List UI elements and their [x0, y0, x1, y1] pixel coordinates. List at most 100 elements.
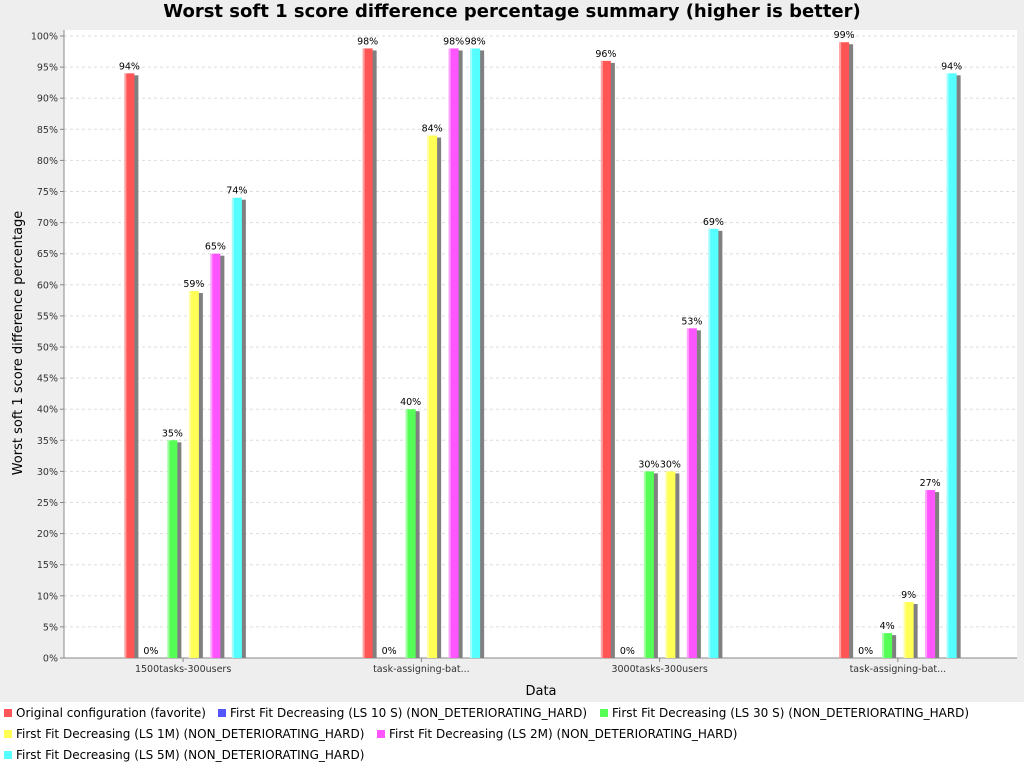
bar	[470, 48, 481, 658]
data-label: 27%	[920, 478, 941, 489]
data-label: 98%	[443, 36, 464, 47]
bar	[124, 73, 135, 658]
legend-item: First Fit Decreasing (LS 1M) (NON_DETERI…	[4, 726, 364, 742]
bar	[600, 60, 611, 658]
data-label: 99%	[834, 30, 855, 41]
bar	[686, 328, 697, 658]
data-label: 96%	[595, 49, 616, 60]
data-label: 30%	[638, 459, 659, 470]
bar-highlight	[686, 328, 689, 658]
bars: 94%0%35%59%65%74%98%0%40%84%98% 98%96%0%3…	[119, 30, 962, 659]
y-tick-label: 75%	[37, 187, 58, 198]
data-label: 94%	[119, 61, 140, 72]
y-tick-label: 85%	[37, 125, 58, 136]
y-tick-label: 95%	[37, 63, 58, 74]
plot-area	[64, 30, 1017, 658]
bar	[427, 135, 438, 658]
bar	[643, 471, 654, 658]
y-tick-label: 45%	[37, 374, 58, 385]
chart-title: Worst soft 1 score difference percentage…	[163, 1, 861, 22]
bar	[448, 48, 459, 658]
data-label: 94%	[941, 61, 962, 72]
data-label: 98%	[465, 36, 486, 47]
y-tick-label: 50%	[37, 343, 58, 354]
bar-highlight	[167, 440, 170, 658]
bar	[362, 48, 373, 658]
y-axis-label: Worst soft 1 score difference percentage	[11, 211, 26, 476]
bar-highlight	[405, 409, 408, 658]
x-tick-label: 1500tasks-300users	[135, 664, 231, 675]
data-label: 9%	[901, 590, 916, 601]
data-label: 40%	[400, 397, 421, 408]
x-tick-label: task-assigning-bat...	[373, 664, 470, 675]
legend-item: First Fit Decreasing (LS 2M) (NON_DETERI…	[377, 726, 737, 742]
bar-highlight	[708, 228, 711, 658]
data-label: 65%	[205, 242, 226, 253]
y-tick-label: 90%	[37, 94, 58, 105]
data-label: 0%	[620, 646, 635, 657]
y-tick-label: 55%	[37, 311, 58, 322]
bar	[882, 633, 893, 658]
chart: 0% 5% 10% 15% 20% 25% 30% 35% 40% 45% 50% 55% 60% 65%…	[11, 30, 1017, 699]
data-label: 0%	[143, 646, 158, 657]
legend-label: First Fit Decreasing (LS 2M) (NON_DETERI…	[389, 727, 738, 741]
x-axis-ticks: 1500tasks-300users task-assigning-bat... 3…	[135, 658, 946, 675]
data-label: 35%	[162, 428, 183, 439]
legend-swatch	[4, 730, 12, 738]
bar-highlight	[643, 471, 646, 658]
legend-item: Original configuration (favorite)	[4, 705, 206, 721]
legend-swatch	[377, 730, 385, 738]
bar-highlight	[946, 73, 949, 658]
legend-swatch	[218, 709, 226, 717]
data-label: 4%	[880, 621, 895, 632]
x-tick-label: 3000tasks-300users	[611, 664, 707, 675]
legend-item: First Fit Decreasing (LS 30 S) (NON_DETE…	[600, 705, 969, 721]
bar-highlight	[600, 60, 603, 658]
legend-label: Original configuration (favorite)	[16, 706, 206, 720]
legend-label: First Fit Decreasing (LS 1M) (NON_DETERI…	[16, 727, 365, 741]
data-label: 69%	[703, 217, 724, 228]
bar	[946, 73, 957, 658]
x-axis-label: Data	[525, 684, 556, 699]
y-tick-label: 35%	[37, 436, 58, 447]
bar	[839, 42, 850, 659]
bar-highlight	[362, 48, 365, 658]
bar-highlight	[903, 602, 906, 658]
data-label: 98%	[357, 36, 378, 47]
y-tick-label: 40%	[37, 405, 58, 416]
x-tick-label: task-assigning-bat...	[850, 664, 947, 675]
legend-swatch	[4, 751, 12, 759]
y-tick-label: 15%	[37, 560, 58, 571]
bar-highlight	[231, 197, 234, 658]
bar-highlight	[188, 291, 191, 658]
legend: Original configuration (favorite) First F…	[0, 702, 1024, 768]
legend-label: First Fit Decreasing (LS 5M) (NON_DETERI…	[16, 748, 365, 762]
y-tick-label: 25%	[37, 498, 58, 509]
data-label: 0%	[382, 646, 397, 657]
data-label: 0%	[858, 646, 873, 657]
data-label: 53%	[681, 316, 702, 327]
bar-highlight	[124, 73, 127, 658]
bar	[925, 490, 936, 658]
data-label: 59%	[183, 279, 204, 290]
y-tick-label: 30%	[37, 467, 58, 478]
y-tick-label: 10%	[37, 591, 58, 602]
bar	[708, 228, 719, 658]
legend-label: First Fit Decreasing (LS 30 S) (NON_DETE…	[612, 706, 970, 720]
y-tick-label: 80%	[37, 156, 58, 167]
bar	[188, 291, 199, 658]
legend-label: First Fit Decreasing (LS 10 S) (NON_DETE…	[230, 706, 588, 720]
data-label: 74%	[226, 186, 247, 197]
y-tick-label: 70%	[37, 218, 58, 229]
data-label: 30%	[660, 459, 681, 470]
bar-highlight	[665, 471, 668, 658]
y-tick-label: 0%	[43, 654, 58, 665]
bar-highlight	[448, 48, 451, 658]
y-axis-ticks: 0% 5% 10% 15% 20% 25% 30% 35% 40% 45% 50% 55% 60% 65%…	[31, 32, 64, 665]
bar-highlight	[210, 253, 213, 658]
bar-highlight	[839, 42, 842, 659]
y-tick-label: 20%	[37, 529, 58, 540]
y-tick-label: 60%	[37, 280, 58, 291]
bar-highlight	[427, 135, 430, 658]
legend-item: First Fit Decreasing (LS 5M) (NON_DETERI…	[4, 747, 364, 763]
